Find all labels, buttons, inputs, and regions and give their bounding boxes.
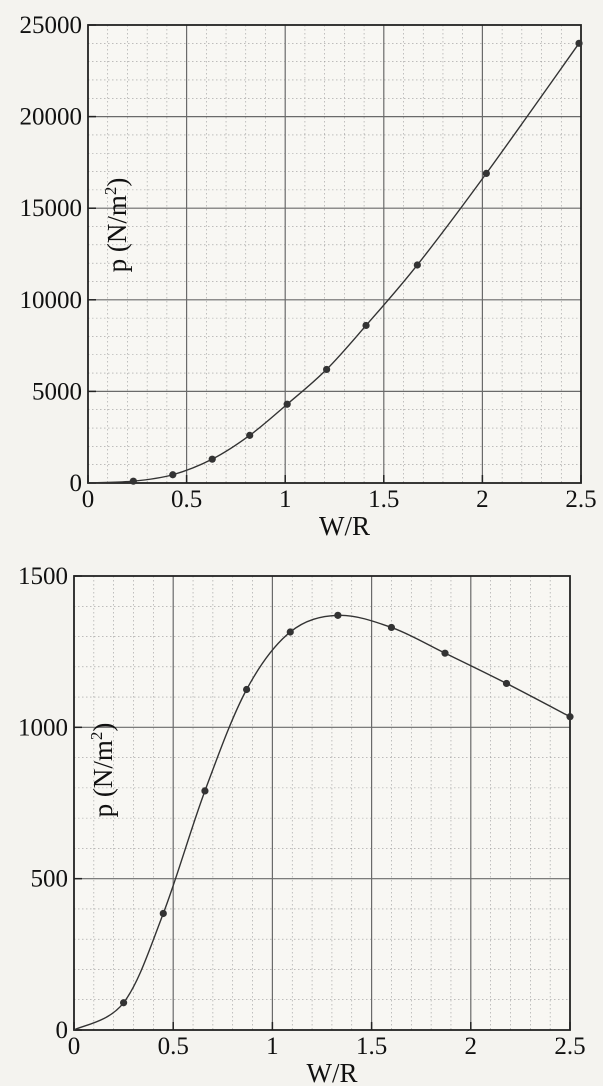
data-point xyxy=(283,400,291,408)
x-tick-label: 1.5 xyxy=(368,486,399,513)
x-tick-label: 0.5 xyxy=(171,486,202,513)
data-point xyxy=(441,649,449,657)
chart-1: 0 0.5 1 1.5 2 2.5 0 5000 10000 15000 20000 25000 W/R… xyxy=(20,12,597,541)
plot-frame xyxy=(73,575,571,1031)
plot-area xyxy=(74,576,570,1030)
y-tick-label: 0 xyxy=(56,1017,69,1044)
chart-2: 0 0.5 1 1.5 2 2.5 0 500 1000 1500 W/R p (N/m2) xyxy=(18,563,586,1086)
data-point xyxy=(120,999,128,1007)
x-tick-label: 0 xyxy=(68,1033,81,1060)
data-point xyxy=(387,623,396,632)
y-tick-label: 0 xyxy=(70,470,83,497)
data-point xyxy=(362,321,370,330)
y-axis-title: p (N/m2) xyxy=(101,178,132,273)
x-axis-title: W/R xyxy=(307,1058,358,1086)
y-tick-label: 5000 xyxy=(32,378,82,405)
x-tick-label: 0 xyxy=(82,486,95,513)
x-tick-label: 2.5 xyxy=(565,486,596,513)
series-line xyxy=(87,42,580,484)
data-point xyxy=(208,455,216,463)
grid xyxy=(88,25,581,483)
series-line xyxy=(73,614,571,1031)
data-point xyxy=(129,477,137,485)
data-point xyxy=(502,679,511,688)
data-point xyxy=(243,685,251,694)
x-tick-label: 2 xyxy=(476,486,489,513)
y-tick-label: 15000 xyxy=(20,195,83,222)
data-point xyxy=(286,628,294,636)
plot-frame xyxy=(87,24,582,484)
x-tick-label: 0.5 xyxy=(158,1033,189,1060)
x-tick-label: 2.5 xyxy=(554,1033,585,1060)
plot-area xyxy=(88,25,581,483)
data-point xyxy=(566,713,574,721)
data-point xyxy=(334,611,342,619)
data-point xyxy=(482,169,490,177)
y-tick-label: 20000 xyxy=(20,104,83,131)
x-tick-label: 2 xyxy=(465,1033,478,1060)
data-point xyxy=(323,365,331,374)
y-tick-label: 1000 xyxy=(18,714,68,741)
x-tick-label: 1 xyxy=(266,1033,279,1060)
data-point xyxy=(575,39,583,47)
grid xyxy=(74,576,570,1030)
data-point xyxy=(169,471,177,479)
data-point xyxy=(413,261,421,269)
y-tick-label: 1500 xyxy=(18,563,68,590)
data-point xyxy=(246,431,254,439)
data-point xyxy=(159,909,167,918)
y-tick-label: 25000 xyxy=(20,12,83,39)
x-tick-label: 1.5 xyxy=(356,1033,387,1060)
y-tick-label: 10000 xyxy=(20,287,83,314)
x-axis-title: W/R xyxy=(319,511,370,541)
data-point xyxy=(201,787,209,795)
x-tick-label: 1 xyxy=(279,486,292,513)
y-tick-label: 500 xyxy=(31,866,69,893)
y-axis-title: p (N/m2) xyxy=(87,723,118,818)
